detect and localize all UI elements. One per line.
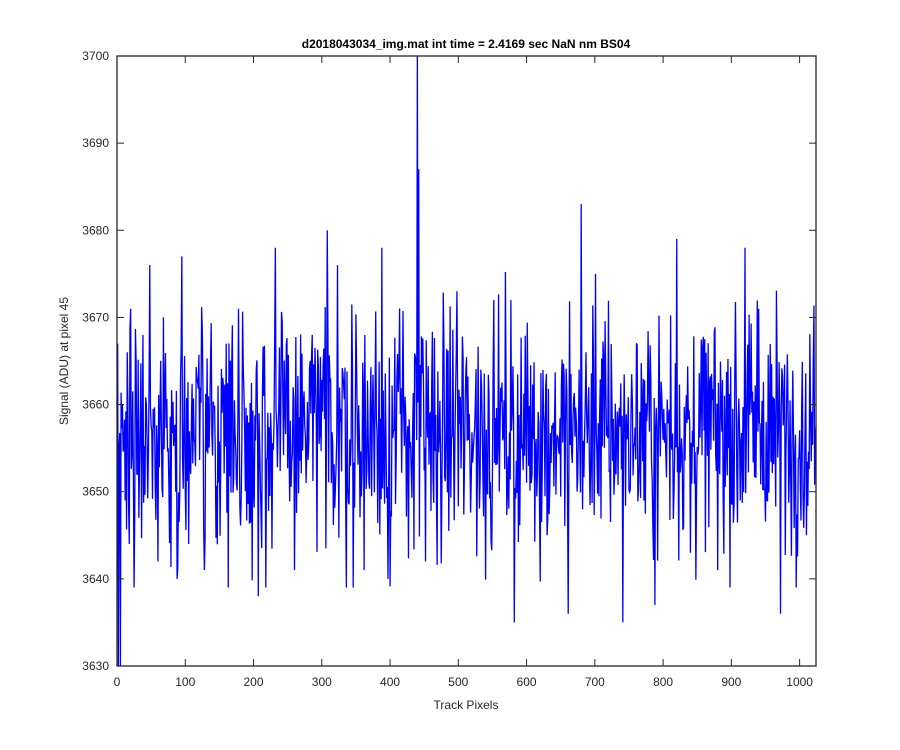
y-tick-label: 3660 bbox=[82, 398, 109, 412]
x-axis-label: Track Pixels bbox=[434, 698, 499, 712]
x-tick-label: 400 bbox=[380, 675, 400, 689]
x-tick-label: 500 bbox=[448, 675, 468, 689]
series-layer bbox=[116, 55, 817, 667]
x-tick-label: 900 bbox=[721, 675, 741, 689]
y-tick-label: 3640 bbox=[82, 572, 109, 586]
axes-layer: 0 100 200 300 400 500 600 700 800 900 1000 3630 3640… bbox=[82, 49, 817, 689]
chart-title: d2018043034_img.mat int time = 2.4169 se… bbox=[302, 37, 631, 51]
y-tick-label: 3700 bbox=[82, 49, 109, 63]
y-tick-label: 3680 bbox=[82, 223, 109, 237]
x-tick-label: 0 bbox=[114, 675, 121, 689]
x-tick-label: 100 bbox=[175, 675, 195, 689]
x-tick-label: 600 bbox=[517, 675, 537, 689]
y-tick-label: 3690 bbox=[82, 136, 109, 150]
y-axis-label: Signal (ADU) at pixel 45 bbox=[57, 297, 71, 425]
y-tick-label: 3630 bbox=[82, 659, 109, 673]
x-tick-label: 300 bbox=[312, 675, 332, 689]
y-tick-label: 3670 bbox=[82, 310, 109, 324]
x-tick-label: 800 bbox=[653, 675, 673, 689]
x-tick-label: 200 bbox=[244, 675, 264, 689]
axes-box bbox=[116, 55, 817, 667]
x-tick-label: 700 bbox=[585, 675, 605, 689]
x-tick-label: 1000 bbox=[786, 675, 813, 689]
series-line bbox=[116, 55, 817, 667]
y-tick-label: 3650 bbox=[82, 485, 109, 499]
